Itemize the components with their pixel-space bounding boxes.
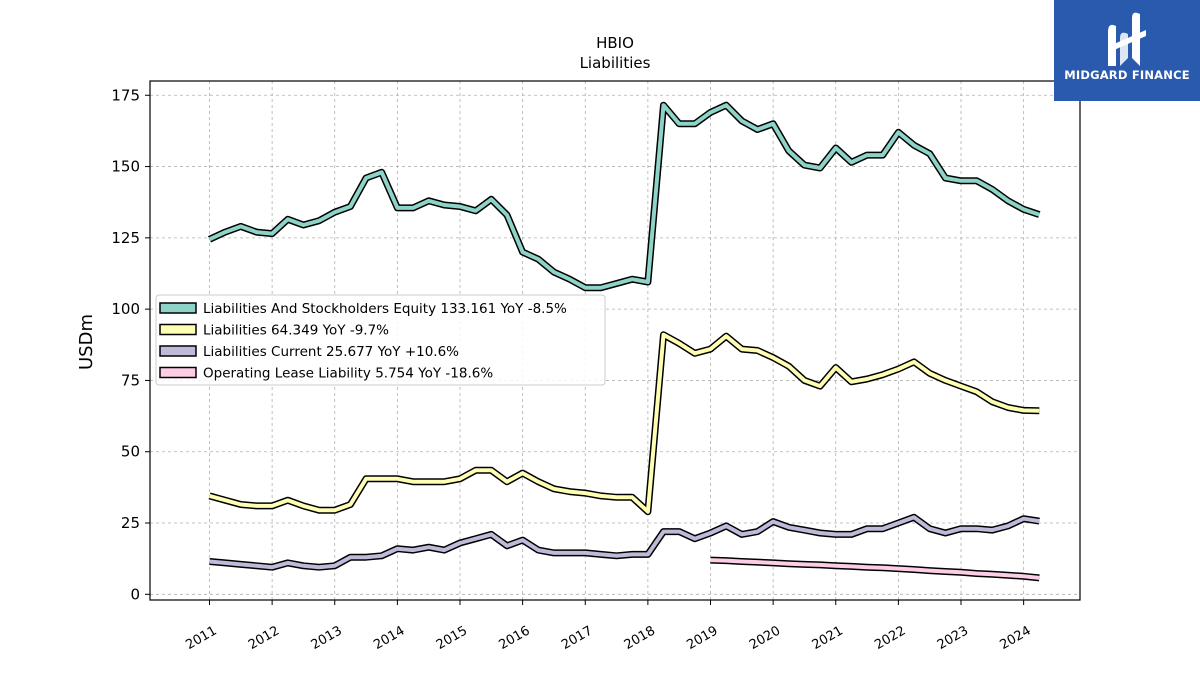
y-axis: 0 25 50 75 100 125 150 175	[111, 86, 150, 603]
plot-area-frame	[149, 80, 1081, 601]
series-line	[710, 558, 1040, 580]
y-tick-label: 75	[121, 371, 140, 389]
x-tick-label: 2015	[434, 623, 470, 653]
x-tick-label: 2011	[183, 623, 219, 653]
x-tick-label: 2020	[747, 623, 783, 653]
chart-subtitle: Liabilities	[580, 54, 651, 72]
midgard-logo-icon	[1108, 12, 1146, 67]
brand-name: MIDGARD FINANCE	[1064, 68, 1190, 82]
series-layer	[208, 101, 1041, 582]
legend-label: Liabilities And Stockholders Equity 133.…	[203, 301, 567, 317]
x-tick-label: 2019	[684, 623, 720, 653]
legend-label: Operating Lease Liability 5.754 YoY -18.…	[203, 366, 493, 382]
series-liabilities	[208, 331, 1040, 516]
x-tick-label: 2024	[997, 623, 1033, 653]
y-tick-label: 150	[111, 158, 140, 176]
x-tick-label: 2021	[810, 623, 846, 653]
y-axis-label: USDm	[76, 314, 97, 370]
series-operating-lease-liability	[710, 556, 1040, 582]
legend-label: Liabilities Current 25.677 YoY +10.6%	[203, 344, 459, 360]
y-tick-label: 50	[121, 443, 140, 461]
chart-title: HBIO	[596, 34, 634, 52]
series-line	[209, 515, 1040, 570]
series-line-outline	[208, 101, 1041, 292]
y-tick-label: 0	[130, 585, 140, 603]
legend-swatch	[159, 345, 197, 357]
x-axis: 2011 2012 2013 2014 2015 2016 2017 2018 2019 2020…	[183, 600, 1034, 653]
x-tick-label: 2017	[559, 623, 595, 653]
legend-label: Liabilities 64.349 YoY -9.7%	[203, 323, 389, 339]
legend: Liabilities And Stockholders Equity 133.…	[155, 294, 606, 386]
legend-swatch	[159, 366, 197, 379]
x-tick-label: 2014	[371, 623, 407, 653]
x-tick-label: 2013	[309, 623, 345, 653]
y-tick-label: 175	[111, 86, 140, 104]
series-line	[208, 103, 1040, 290]
x-tick-label: 2022	[872, 623, 908, 653]
series-line-outline	[209, 513, 1040, 571]
x-tick-label: 2023	[935, 623, 971, 653]
y-tick-label: 25	[121, 514, 140, 532]
x-tick-label: 2018	[622, 623, 658, 653]
grid-lines	[150, 81, 1080, 600]
legend-frame	[155, 294, 606, 386]
y-tick-label: 100	[111, 300, 140, 318]
x-tick-label: 2012	[246, 623, 282, 653]
legend-swatch	[159, 323, 197, 336]
series-liabilities-and-stockholders-equity	[208, 101, 1041, 292]
series-liabilities-current	[209, 513, 1040, 571]
series-line	[208, 332, 1040, 514]
y-tick-label: 125	[111, 229, 140, 247]
x-tick-label: 2016	[496, 623, 532, 653]
brand-logo: MIDGARD FINANCE	[1054, 0, 1200, 101]
legend-swatch	[159, 302, 197, 314]
